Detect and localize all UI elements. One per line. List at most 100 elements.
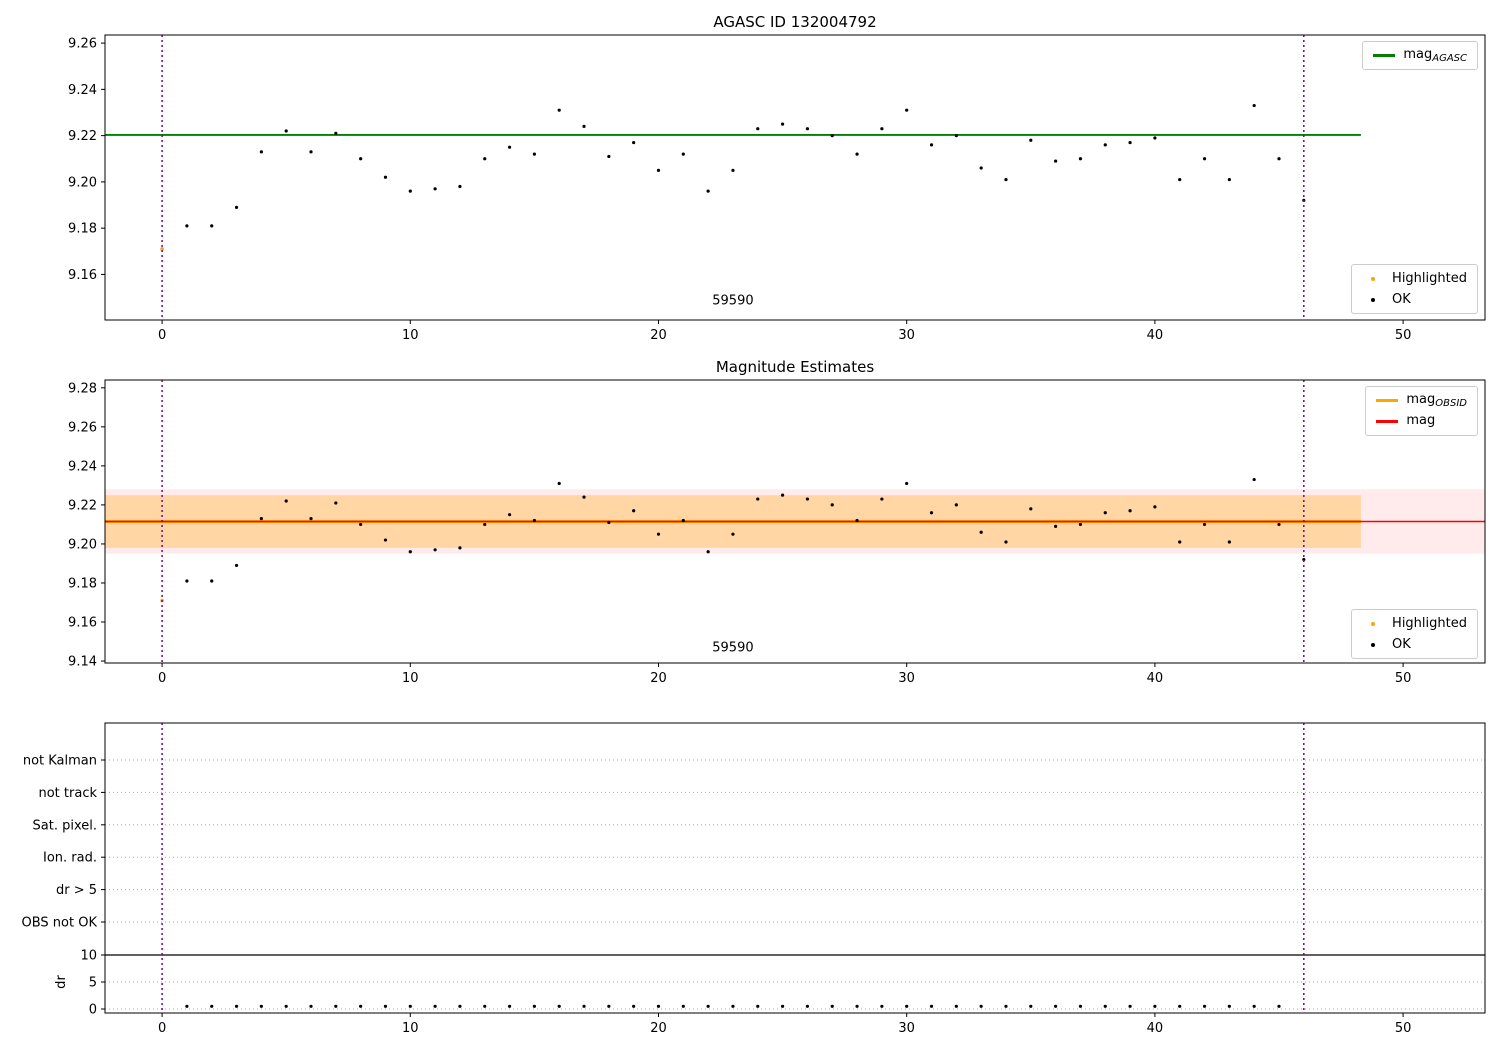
legend-item-mag-obsid: magOBSID [1376, 392, 1467, 409]
data-point [805, 127, 810, 131]
dr-tick-label: 0 [89, 1003, 97, 1018]
dr-point [234, 1004, 239, 1008]
data-point [185, 224, 189, 228]
dr-point [607, 1004, 611, 1008]
axes-frame [104, 379, 1486, 664]
y-tick-label: 9.18 [68, 576, 97, 591]
data-point [1202, 522, 1207, 527]
mag-agasc-line-sample [1373, 54, 1396, 57]
dr-point [1128, 1004, 1132, 1008]
data-point [309, 516, 313, 521]
x-tick-label: 50 [1395, 671, 1412, 686]
axes-frame [104, 34, 1486, 321]
y-tick-label: 9.26 [68, 37, 97, 52]
highlighted-dot-sample-wrap [1362, 276, 1384, 281]
dr-point [706, 1004, 710, 1008]
highlighted-dot-sample-wrap [1362, 621, 1384, 626]
data-point [408, 550, 412, 554]
data-point [1178, 540, 1182, 544]
ok-dot-sample [1371, 297, 1376, 302]
y-tick-label: 9.24 [68, 83, 97, 98]
data-point [383, 175, 388, 179]
x-tick-label: 40 [1147, 1021, 1164, 1036]
x-tick-label: 40 [1147, 328, 1164, 343]
data-point [532, 518, 536, 523]
data-point [929, 511, 934, 515]
dr-point [905, 1004, 909, 1008]
data-point [731, 168, 735, 172]
dr-point [954, 1004, 958, 1008]
data-point [780, 122, 785, 126]
dr-point [979, 1004, 983, 1008]
middle-panel-title: Magnitude Estimates [715, 358, 875, 376]
dr-point [185, 1004, 189, 1008]
legend-label-mag-agasc: magAGASC [1403, 47, 1467, 64]
dr-point [805, 1004, 810, 1008]
data-point [1128, 509, 1132, 513]
data-point [1004, 177, 1008, 182]
mag-line-sample [1376, 420, 1399, 423]
dr-point [855, 1004, 859, 1008]
data-point [929, 143, 934, 147]
axes-frame [104, 722, 1486, 1014]
data-point [656, 168, 661, 172]
data-point [1227, 540, 1231, 544]
legend-label-mag: mag [1406, 413, 1436, 428]
dr-point [1202, 1004, 1207, 1008]
dr-point [1004, 1004, 1008, 1008]
data-point [259, 516, 263, 521]
data-point [1252, 477, 1256, 482]
data-point [1078, 522, 1083, 527]
data-point [507, 513, 512, 517]
obsid-annotation: 59590 [712, 640, 753, 655]
y-tick-label: 9.14 [68, 655, 97, 670]
x-tick-label: 10 [402, 671, 419, 686]
dr-point [880, 1004, 884, 1008]
legend-markers-top: Highlighted OK [1351, 264, 1478, 314]
legend-item-mag-agasc: magAGASC [1373, 47, 1467, 64]
legend-label-highlighted: Highlighted [1392, 616, 1467, 631]
flag-label: Ion. rad. [43, 851, 97, 866]
dr-point [483, 1004, 487, 1008]
dr-point [433, 1004, 437, 1008]
dr-point [656, 1004, 661, 1008]
data-point [1029, 507, 1033, 511]
data-point [805, 497, 810, 501]
data-point [1004, 540, 1008, 544]
obsid-annotation: 59590 [712, 294, 753, 309]
dr-point [1227, 1004, 1231, 1008]
top-panel-title: AGASC ID 132004792 [713, 13, 877, 31]
x-tick-label: 30 [898, 328, 915, 343]
y-tick-label: 9.22 [68, 129, 97, 144]
dr-tick-label: 5 [89, 976, 97, 991]
data-point [607, 154, 611, 159]
dr-point [582, 1004, 586, 1008]
data-point [756, 127, 760, 131]
x-tick-label: 20 [650, 328, 667, 343]
data-point [557, 481, 561, 486]
data-point [656, 532, 661, 536]
data-point [458, 546, 462, 550]
data-point [681, 518, 685, 523]
dr-point [1103, 1004, 1107, 1008]
legend-item-highlighted: Highlighted [1362, 615, 1467, 632]
y-tick-label: 9.26 [68, 420, 97, 435]
highlighted-dot-sample [1371, 276, 1376, 281]
data-point [880, 497, 884, 501]
y-tick-label: 9.28 [68, 381, 97, 396]
data-point [979, 530, 983, 534]
data-point [1103, 511, 1107, 515]
y-tick-label: 9.22 [68, 498, 97, 513]
flag-label: not track [38, 786, 97, 801]
data-point [1277, 157, 1281, 161]
mag-obsid-line-sample [1376, 399, 1399, 402]
data-point [632, 140, 636, 145]
dr-point [532, 1004, 536, 1008]
data-point [284, 499, 288, 503]
data-point [309, 150, 313, 154]
dr-point [309, 1004, 313, 1008]
dr-point [334, 1004, 338, 1008]
data-point [731, 532, 735, 536]
